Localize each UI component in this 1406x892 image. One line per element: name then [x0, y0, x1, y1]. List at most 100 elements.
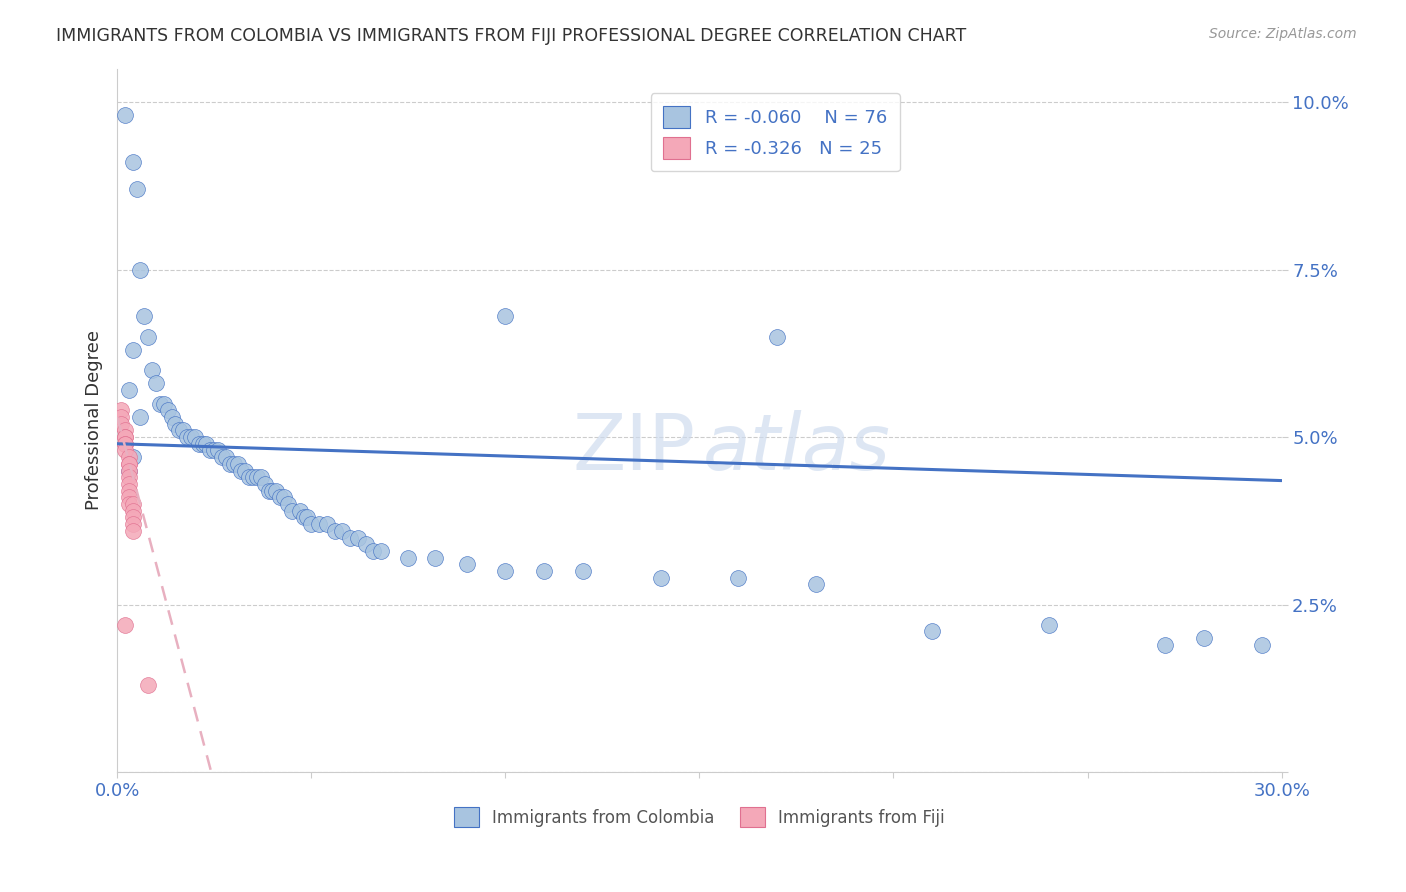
- Point: [650, 571, 672, 585]
- Point: [118, 477, 141, 491]
- Point: [118, 457, 141, 471]
- Point: [129, 262, 152, 277]
- Point: [1038, 617, 1060, 632]
- Point: [347, 531, 370, 545]
- Point: [299, 517, 322, 532]
- Point: [121, 450, 143, 464]
- Point: [494, 310, 516, 324]
- Point: [396, 550, 419, 565]
- Point: [215, 450, 238, 464]
- Point: [218, 457, 240, 471]
- Point: [180, 430, 202, 444]
- Point: [370, 544, 392, 558]
- Point: [277, 497, 299, 511]
- Point: [149, 396, 172, 410]
- Point: [118, 483, 141, 498]
- Point: [281, 504, 304, 518]
- Text: IMMIGRANTS FROM COLOMBIA VS IMMIGRANTS FROM FIJI PROFESSIONAL DEGREE CORRELATION: IMMIGRANTS FROM COLOMBIA VS IMMIGRANTS F…: [56, 27, 966, 45]
- Point: [921, 624, 943, 639]
- Y-axis label: Professional Degree: Professional Degree: [86, 330, 103, 510]
- Point: [141, 363, 163, 377]
- Point: [121, 343, 143, 357]
- Point: [191, 436, 214, 450]
- Point: [136, 329, 159, 343]
- Point: [110, 417, 132, 431]
- Point: [262, 483, 284, 498]
- Point: [363, 544, 385, 558]
- Point: [169, 423, 191, 437]
- Point: [242, 470, 264, 484]
- Text: atlas: atlas: [703, 410, 891, 486]
- Point: [118, 464, 141, 478]
- Point: [249, 470, 271, 484]
- Point: [114, 430, 136, 444]
- Point: [330, 524, 353, 538]
- Point: [804, 577, 827, 591]
- Point: [114, 617, 136, 632]
- Point: [339, 531, 361, 545]
- Point: [114, 436, 136, 450]
- Point: [121, 517, 143, 532]
- Point: [118, 383, 141, 397]
- Point: [121, 524, 143, 538]
- Point: [121, 155, 143, 169]
- Point: [273, 491, 295, 505]
- Point: [172, 423, 194, 437]
- Point: [231, 464, 253, 478]
- Point: [114, 423, 136, 437]
- Legend: Immigrants from Colombia, Immigrants from Fiji: Immigrants from Colombia, Immigrants fro…: [447, 800, 952, 834]
- Point: [354, 537, 377, 551]
- Point: [766, 329, 789, 343]
- Point: [269, 491, 291, 505]
- Point: [129, 409, 152, 424]
- Point: [118, 497, 141, 511]
- Text: ZIP: ZIP: [572, 410, 696, 486]
- Point: [114, 108, 136, 122]
- Point: [226, 457, 249, 471]
- Point: [136, 678, 159, 692]
- Point: [152, 396, 174, 410]
- Point: [233, 464, 256, 478]
- Point: [266, 483, 288, 498]
- Point: [323, 524, 346, 538]
- Point: [211, 450, 233, 464]
- Point: [207, 443, 229, 458]
- Point: [202, 443, 225, 458]
- Point: [134, 310, 156, 324]
- Point: [288, 504, 311, 518]
- Point: [727, 571, 749, 585]
- Point: [292, 510, 315, 524]
- Point: [246, 470, 269, 484]
- Point: [184, 430, 207, 444]
- Point: [118, 470, 141, 484]
- Point: [145, 376, 167, 391]
- Point: [121, 510, 143, 524]
- Point: [1251, 638, 1274, 652]
- Point: [156, 403, 179, 417]
- Point: [1192, 631, 1215, 645]
- Point: [114, 443, 136, 458]
- Point: [187, 436, 209, 450]
- Point: [118, 491, 141, 505]
- Point: [425, 550, 447, 565]
- Point: [121, 497, 143, 511]
- Point: [1154, 638, 1177, 652]
- Point: [118, 457, 141, 471]
- Text: Source: ZipAtlas.com: Source: ZipAtlas.com: [1209, 27, 1357, 41]
- Point: [176, 430, 198, 444]
- Point: [253, 477, 276, 491]
- Point: [165, 417, 187, 431]
- Point: [456, 558, 478, 572]
- Point: [160, 409, 183, 424]
- Point: [110, 403, 132, 417]
- Point: [118, 450, 141, 464]
- Point: [257, 483, 280, 498]
- Point: [222, 457, 245, 471]
- Point: [200, 443, 222, 458]
- Point: [533, 564, 555, 578]
- Point: [297, 510, 319, 524]
- Point: [195, 436, 218, 450]
- Point: [118, 464, 141, 478]
- Point: [114, 436, 136, 450]
- Point: [572, 564, 595, 578]
